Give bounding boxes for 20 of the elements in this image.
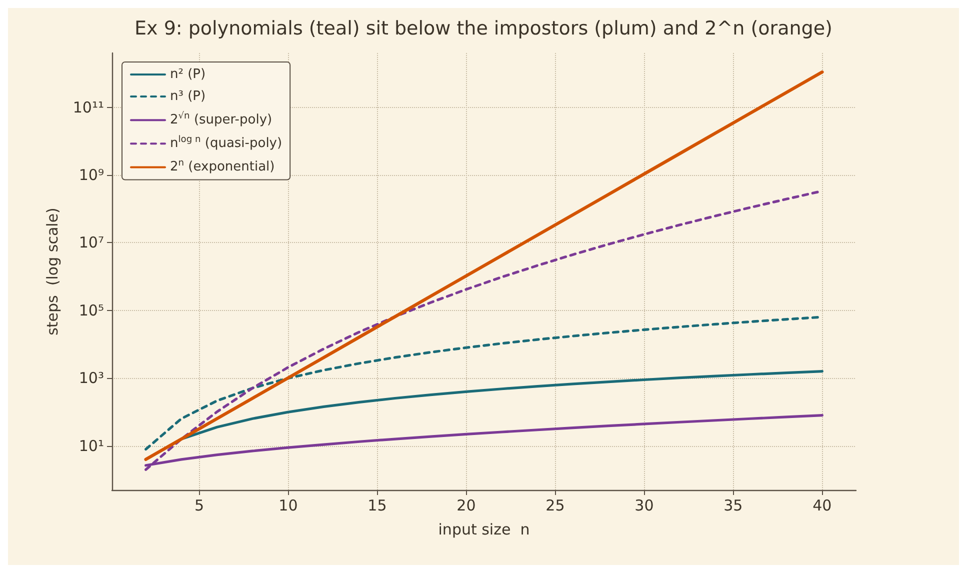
x-tick-label: 10 — [278, 496, 298, 514]
x-tick-label: 5 — [194, 496, 204, 514]
chart-title: Ex 9: polynomials (teal) sit below the impostors (plum) and 2^n (orange) — [134, 18, 832, 40]
x-tick-label: 35 — [724, 496, 743, 514]
x-tick-label: 15 — [368, 496, 387, 514]
x-tick-label: 20 — [456, 496, 476, 514]
x-tick-label: 40 — [812, 496, 832, 514]
x-axis-title: input size n — [438, 520, 530, 538]
y-tick-label: 10³ — [78, 369, 104, 388]
line-series — [144, 70, 824, 462]
legend-label: n² (P) — [170, 67, 206, 82]
y-tick-label: 10⁷ — [78, 234, 104, 252]
y-axis-title: steps (log scale) — [44, 208, 62, 336]
y-tick-label: 10¹¹ — [72, 98, 104, 116]
y-tick-label: 10¹ — [78, 436, 104, 455]
x-tick-label: 25 — [546, 496, 565, 514]
x-tick-label: 30 — [634, 496, 654, 514]
y-tick-label: 10⁵ — [78, 301, 104, 320]
legend-label: n³ (P) — [170, 89, 206, 104]
y-tick-label: 10⁹ — [78, 166, 104, 184]
